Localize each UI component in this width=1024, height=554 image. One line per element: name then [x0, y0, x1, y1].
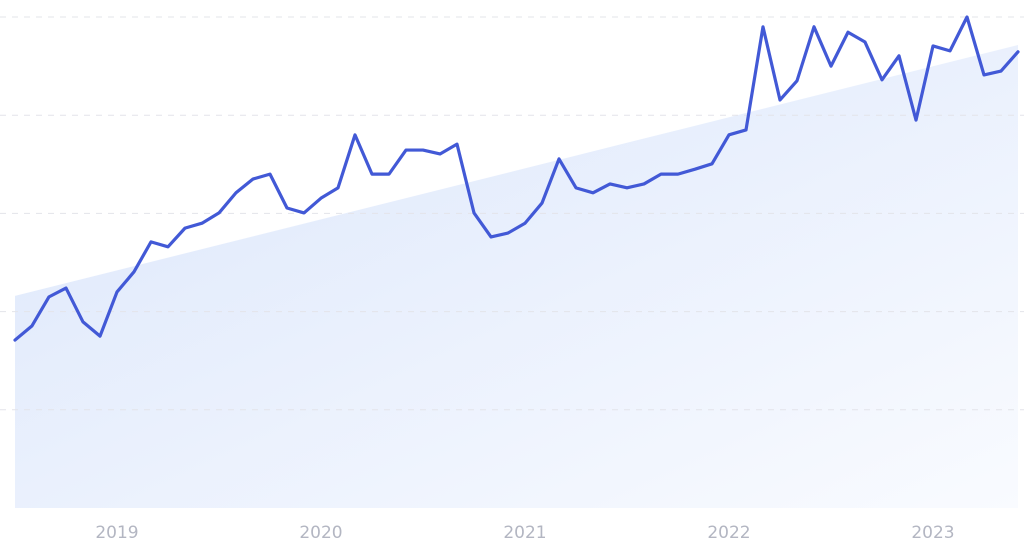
trend-area — [15, 44, 1018, 508]
x-tick-label: 2023 — [911, 523, 954, 543]
x-tick-label: 2021 — [503, 523, 546, 543]
trend-line — [13, 15, 1020, 342]
x-tick-label: 2019 — [95, 523, 138, 543]
x-tick-label: 2022 — [707, 523, 750, 543]
x-tick-label: 2020 — [299, 523, 342, 543]
